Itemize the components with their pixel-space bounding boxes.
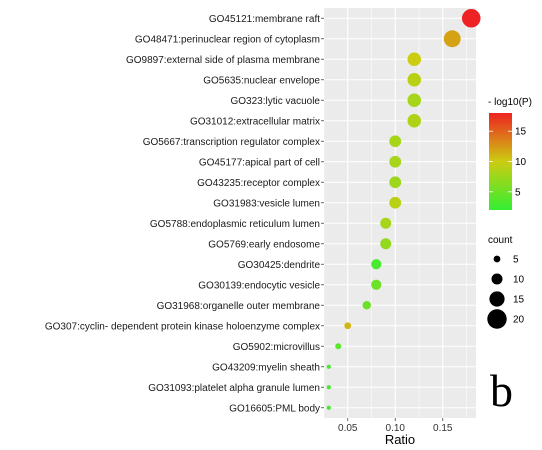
data-point — [407, 52, 422, 67]
size-legend-label: 10 — [513, 275, 525, 286]
data-point — [380, 238, 392, 250]
data-point — [344, 322, 352, 330]
color-legend-bar — [489, 113, 512, 210]
data-point — [389, 135, 402, 148]
category-label: GO5635:nuclear envelope — [203, 75, 320, 86]
data-point — [389, 196, 402, 209]
data-point — [389, 155, 402, 168]
color-legend-title: - log10(P) — [488, 97, 532, 108]
category-label: GO31093:platelet alpha granule lumen — [148, 383, 320, 394]
panel-letter: b — [490, 365, 513, 416]
data-point — [371, 259, 382, 270]
size-legend: 5 10 15 20 — [487, 255, 525, 329]
data-point — [371, 279, 382, 290]
category-label: GO5769:early endosome — [208, 239, 320, 250]
size-legend-label: 5 — [513, 255, 519, 266]
data-point — [461, 8, 481, 28]
data-point — [389, 176, 402, 189]
category-label: GO31968:organelle outer membrane — [157, 301, 321, 312]
category-label: GO30139:endocytic vesicle — [198, 280, 320, 291]
color-legend-label: 10 — [515, 157, 527, 168]
size-legend-dot — [491, 273, 503, 285]
x-axis-title: Ratio — [385, 432, 415, 447]
data-point — [326, 364, 331, 369]
category-label: GO30425:dendrite — [238, 260, 321, 271]
data-point — [407, 93, 422, 108]
plot-panel — [324, 8, 476, 418]
color-legend-label: 15 — [515, 127, 527, 138]
category-label: GO5902:microvillus — [233, 342, 320, 353]
category-label: GO43235:receptor complex — [197, 178, 320, 189]
category-label: GO45121:membrane raft — [209, 14, 320, 25]
size-legend-dot — [487, 309, 507, 329]
size-legend-label: 20 — [513, 315, 525, 326]
data-points — [326, 8, 481, 410]
data-point — [407, 113, 422, 128]
x-tick-label: 0.10 — [386, 423, 406, 434]
data-point — [380, 217, 392, 229]
category-label: GO48471:perinuclear region of cytoplasm — [135, 34, 320, 45]
data-point — [407, 72, 422, 87]
category-label: GO307:cyclin- dependent protein kinase h… — [45, 321, 320, 332]
x-tick-label: 0.05 — [338, 423, 358, 434]
data-point — [326, 405, 331, 410]
color-legend-label: 5 — [515, 187, 521, 198]
category-label: GO5667:transcription regulator complex — [143, 137, 320, 148]
category-label: GO45177:apical part of cell — [199, 157, 320, 168]
category-label: GO31983:vesicle lumen — [213, 198, 320, 209]
data-point — [443, 30, 461, 48]
category-label: GO323:lytic vacuole — [231, 96, 321, 107]
category-label: GO31012:extracellular matrix — [190, 116, 320, 127]
size-legend-label: 15 — [513, 295, 525, 306]
size-legend-dot — [493, 255, 501, 263]
color-legend-ticks: 5 10 15 — [489, 127, 527, 198]
size-legend-title: count — [488, 235, 513, 246]
category-label: GO16605:PML body — [229, 403, 320, 414]
x-axis-ticks: 0.05 0.10 0.15 — [338, 418, 453, 434]
category-label: GO43209:myelin sheath — [212, 362, 320, 373]
category-label: GO9897:external side of plasma membrane — [126, 55, 320, 66]
data-point — [326, 385, 331, 390]
x-tick-label: 0.15 — [433, 423, 453, 434]
category-label: GO5788:endoplasmic reticulum lumen — [150, 219, 320, 230]
data-point — [362, 301, 371, 310]
data-point — [335, 343, 342, 350]
size-legend-dot — [489, 291, 505, 307]
category-labels: GO45121:membrane raft GO48471:perinuclear… — [45, 14, 324, 414]
